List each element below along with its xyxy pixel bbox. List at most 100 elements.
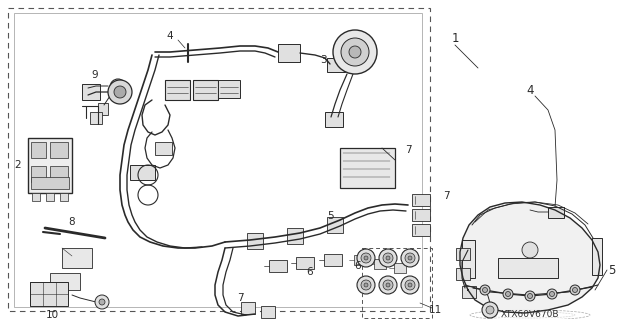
Text: 9: 9 xyxy=(92,70,99,80)
Bar xyxy=(462,286,476,298)
Bar xyxy=(412,224,430,236)
Circle shape xyxy=(408,283,412,287)
Bar xyxy=(50,142,68,158)
Bar xyxy=(269,260,287,272)
Circle shape xyxy=(522,242,538,258)
Text: 1: 1 xyxy=(451,32,459,44)
Circle shape xyxy=(401,249,419,267)
Text: 5: 5 xyxy=(608,263,616,277)
Bar xyxy=(241,302,255,314)
Circle shape xyxy=(364,256,368,260)
Bar xyxy=(31,166,46,182)
Bar xyxy=(412,194,430,206)
Bar xyxy=(462,240,475,278)
Circle shape xyxy=(341,38,369,66)
Bar xyxy=(498,258,558,278)
Bar xyxy=(31,177,69,189)
Circle shape xyxy=(349,46,361,58)
Circle shape xyxy=(486,306,494,314)
Bar xyxy=(412,209,430,221)
Circle shape xyxy=(108,80,132,104)
Circle shape xyxy=(364,283,368,287)
Circle shape xyxy=(480,285,490,295)
Bar xyxy=(592,238,602,275)
Circle shape xyxy=(361,280,371,290)
Text: XTX60V670B: XTX60V670B xyxy=(500,310,559,319)
Bar xyxy=(456,268,470,280)
Text: 7: 7 xyxy=(443,191,449,201)
Bar xyxy=(340,148,395,188)
Bar xyxy=(247,233,263,249)
Bar xyxy=(165,80,190,100)
Bar xyxy=(32,193,40,201)
Bar xyxy=(394,263,406,273)
Bar xyxy=(8,8,430,311)
Circle shape xyxy=(333,30,377,74)
Bar xyxy=(325,112,343,127)
Bar xyxy=(14,13,422,307)
Text: 5: 5 xyxy=(326,211,333,221)
Bar xyxy=(362,248,432,318)
Text: 6: 6 xyxy=(355,261,362,271)
Bar xyxy=(90,112,102,124)
Bar xyxy=(287,228,303,244)
Circle shape xyxy=(503,289,513,299)
Circle shape xyxy=(550,292,554,296)
Bar xyxy=(324,254,342,266)
Circle shape xyxy=(405,253,415,263)
Circle shape xyxy=(386,256,390,260)
Bar xyxy=(28,138,72,193)
Text: 4: 4 xyxy=(166,31,173,41)
Circle shape xyxy=(114,83,122,91)
Text: 8: 8 xyxy=(68,217,76,227)
Circle shape xyxy=(379,249,397,267)
Circle shape xyxy=(506,292,511,296)
Text: 3: 3 xyxy=(320,55,326,65)
Bar xyxy=(456,248,470,260)
Circle shape xyxy=(110,79,126,95)
Circle shape xyxy=(99,299,105,305)
Bar xyxy=(548,207,564,218)
Bar xyxy=(50,166,68,182)
Text: 2: 2 xyxy=(15,160,21,170)
Bar xyxy=(82,84,100,100)
Circle shape xyxy=(383,253,393,263)
Bar xyxy=(193,80,218,100)
Circle shape xyxy=(379,276,397,294)
Bar xyxy=(261,306,275,318)
Circle shape xyxy=(357,249,375,267)
Bar xyxy=(327,217,343,233)
Bar xyxy=(130,165,155,180)
Circle shape xyxy=(483,287,488,293)
Bar xyxy=(218,80,240,98)
Bar xyxy=(50,273,80,290)
Circle shape xyxy=(482,302,498,318)
Circle shape xyxy=(361,253,371,263)
Circle shape xyxy=(386,283,390,287)
Circle shape xyxy=(573,287,577,293)
Bar xyxy=(60,193,68,201)
Bar xyxy=(46,193,54,201)
Bar xyxy=(327,58,345,72)
Bar xyxy=(278,44,300,62)
Circle shape xyxy=(525,291,535,301)
Text: 6: 6 xyxy=(307,267,314,277)
Bar xyxy=(296,257,314,269)
Circle shape xyxy=(383,280,393,290)
Circle shape xyxy=(401,276,419,294)
Circle shape xyxy=(114,86,126,98)
Text: 7: 7 xyxy=(237,293,243,303)
Bar xyxy=(30,282,68,306)
Text: 10: 10 xyxy=(45,310,59,319)
Circle shape xyxy=(408,256,412,260)
Bar xyxy=(155,142,172,155)
Bar xyxy=(98,103,108,115)
Text: 11: 11 xyxy=(428,305,442,315)
Text: 4: 4 xyxy=(526,84,534,97)
Bar xyxy=(354,255,366,265)
Polygon shape xyxy=(460,202,600,313)
Circle shape xyxy=(405,280,415,290)
Bar xyxy=(62,248,92,268)
Circle shape xyxy=(547,289,557,299)
Bar xyxy=(374,259,386,269)
